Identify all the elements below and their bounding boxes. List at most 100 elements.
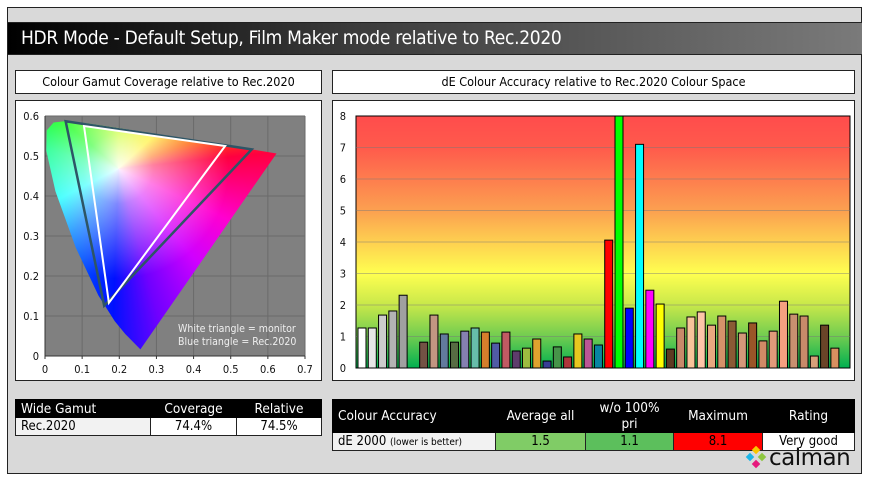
accuracy-header-average: Average all [495, 399, 586, 433]
de-bar [521, 347, 531, 369]
de-label: dE 2000 [338, 434, 387, 449]
de-bar [480, 331, 490, 369]
de-bar [707, 324, 717, 369]
de-bar [460, 330, 470, 369]
de-bar [820, 324, 830, 369]
de-bar [563, 356, 573, 369]
accuracy-row-label: dE 2000 (lower is better) [332, 432, 496, 451]
de-bar-chart: 0 1 2 3 4 5 6 7 8 [340, 110, 851, 375]
de-bar [696, 311, 706, 369]
de-bar [367, 327, 377, 369]
de-bar [378, 314, 388, 369]
de-bar [737, 332, 747, 369]
y-tick-label: 0.6 [23, 110, 39, 123]
de-bar [604, 239, 614, 369]
y-tick-label: 5 [340, 205, 346, 218]
de-bar [768, 330, 778, 369]
de-bar [748, 322, 758, 369]
gamut-row-label: Rec.2020 [15, 417, 151, 436]
legend-white-triangle: White triangle = monitor [178, 323, 296, 335]
gamut-panel-header: Colour Gamut Coverage relative to Rec.20… [15, 70, 322, 94]
y-tick-label: 0.2 [23, 270, 39, 283]
x-tick-label: 0.6 [260, 363, 276, 376]
de-bar [583, 338, 593, 369]
de-bar [398, 294, 408, 369]
de-bar [532, 338, 542, 369]
de-bar [655, 303, 665, 369]
de-bar [789, 313, 799, 369]
de-bar [809, 355, 819, 369]
rec2020-triangle [64, 119, 255, 309]
de-bar [511, 350, 521, 369]
y-tick-label: 0.5 [23, 150, 39, 163]
de-bar [614, 115, 624, 369]
de-bar [552, 346, 562, 369]
de-bar [542, 360, 552, 369]
de-bar [470, 327, 480, 369]
de-bar [727, 320, 737, 369]
de-bar [686, 316, 696, 369]
gamut-relative-value: 74.5% [236, 417, 322, 436]
de-bar [357, 327, 367, 369]
x-tick-label: 0.4 [186, 363, 202, 376]
calman-logo: calman [745, 444, 851, 472]
de-bar [501, 331, 511, 369]
calman-logo-icon [745, 446, 767, 469]
y-tick-label: 6 [340, 173, 346, 186]
rating-value: Very good [762, 432, 855, 451]
gamut-coverage-value: 74.4% [150, 417, 237, 436]
y-tick-label: 7 [340, 142, 346, 155]
de-bar [491, 342, 501, 369]
de-label-note: (lower is better) [390, 437, 463, 448]
de-bar [799, 315, 809, 369]
accuracy-table: Colour Accuracy Average all w/o 100% pri… [332, 399, 855, 451]
y-tick-label: 0 [340, 362, 346, 375]
y-tick-label: 3 [340, 268, 346, 281]
x-tick-label: 0 [42, 363, 48, 376]
y-tick-label: 1 [340, 331, 346, 344]
y-tick-label: 0.4 [23, 190, 39, 203]
y-tick-label: 2 [340, 299, 346, 312]
de-bar [593, 344, 603, 369]
de-panel-header: dE Colour Accuracy relative to Rec.2020 … [332, 70, 855, 94]
de-bar [624, 307, 634, 369]
de-chart-panel: 0 1 2 3 4 5 6 7 8 [332, 100, 855, 381]
gamut-chart-panel: 0 0.1 0.2 0.3 0.4 0.5 0.6 0.7 0 0.1 0.2 0.3 0.4 0.5 0.… [15, 100, 322, 381]
legend-blue-triangle: Blue triangle = Rec.2020 [178, 336, 297, 348]
x-tick-label: 0.1 [74, 363, 90, 376]
de-bar [429, 314, 439, 369]
de-bar [439, 333, 449, 369]
de-bar [645, 289, 655, 369]
de-bar [717, 315, 727, 369]
y-tick-label: 0.3 [23, 230, 39, 243]
x-tick-label: 0.7 [297, 363, 313, 376]
de-bar [450, 341, 460, 369]
without-primaries-value: 1.1 [585, 432, 674, 451]
de-bar [573, 333, 583, 369]
de-bar [388, 310, 398, 369]
accuracy-header-maximum: Maximum [673, 399, 763, 433]
y-tick-label: 0.1 [23, 310, 39, 323]
accuracy-header-without-primaries: w/o 100% pri [585, 399, 674, 433]
accuracy-header-label: Colour Accuracy [332, 399, 496, 433]
y-tick-label: 8 [340, 110, 346, 123]
gamut-header-relative: Relative [236, 399, 322, 418]
x-tick-label: 0.5 [223, 363, 239, 376]
de-bar [830, 347, 840, 369]
gamut-chart: 0 0.1 0.2 0.3 0.4 0.5 0.6 0.7 0 0.1 0.2 0.3 0.4 0.5 0.… [23, 110, 313, 376]
de-bar [676, 327, 686, 369]
x-tick-label: 0.2 [111, 363, 127, 376]
calman-logo-text: calman [769, 445, 851, 471]
de-bar [635, 143, 645, 369]
y-tick-label: 4 [340, 236, 346, 249]
de-bar [665, 348, 675, 369]
de-bar [419, 341, 429, 369]
gamut-legend: White triangle = monitor Blue triangle =… [178, 323, 296, 349]
average-value: 1.5 [495, 432, 586, 451]
maximum-value: 8.1 [673, 432, 763, 451]
monitor-triangle [82, 124, 227, 306]
de-bar [758, 340, 768, 369]
x-tick-label: 0.3 [149, 363, 165, 376]
accuracy-header-rating: Rating [762, 399, 855, 433]
gamut-table: Wide Gamut Coverage Relative Rec.2020 74… [15, 399, 322, 436]
